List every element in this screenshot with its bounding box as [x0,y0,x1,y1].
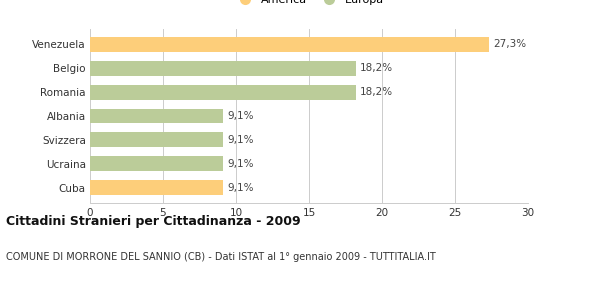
Bar [90,108,223,124]
Bar [90,133,223,147]
Bar [90,180,223,195]
Bar [90,61,356,76]
Legend: America, Europa: America, Europa [230,0,388,10]
Text: 27,3%: 27,3% [493,39,526,49]
Text: 9,1%: 9,1% [227,159,254,169]
Text: 18,2%: 18,2% [360,87,393,97]
Text: Cittadini Stranieri per Cittadinanza - 2009: Cittadini Stranieri per Cittadinanza - 2… [6,215,301,228]
Bar [90,37,488,52]
Text: 9,1%: 9,1% [227,111,254,121]
Bar [90,156,223,171]
Text: 18,2%: 18,2% [360,63,393,73]
Text: 9,1%: 9,1% [227,183,254,193]
Text: COMUNE DI MORRONE DEL SANNIO (CB) - Dati ISTAT al 1° gennaio 2009 - TUTTITALIA.I: COMUNE DI MORRONE DEL SANNIO (CB) - Dati… [6,252,436,262]
Bar [90,85,356,99]
Text: 9,1%: 9,1% [227,135,254,145]
